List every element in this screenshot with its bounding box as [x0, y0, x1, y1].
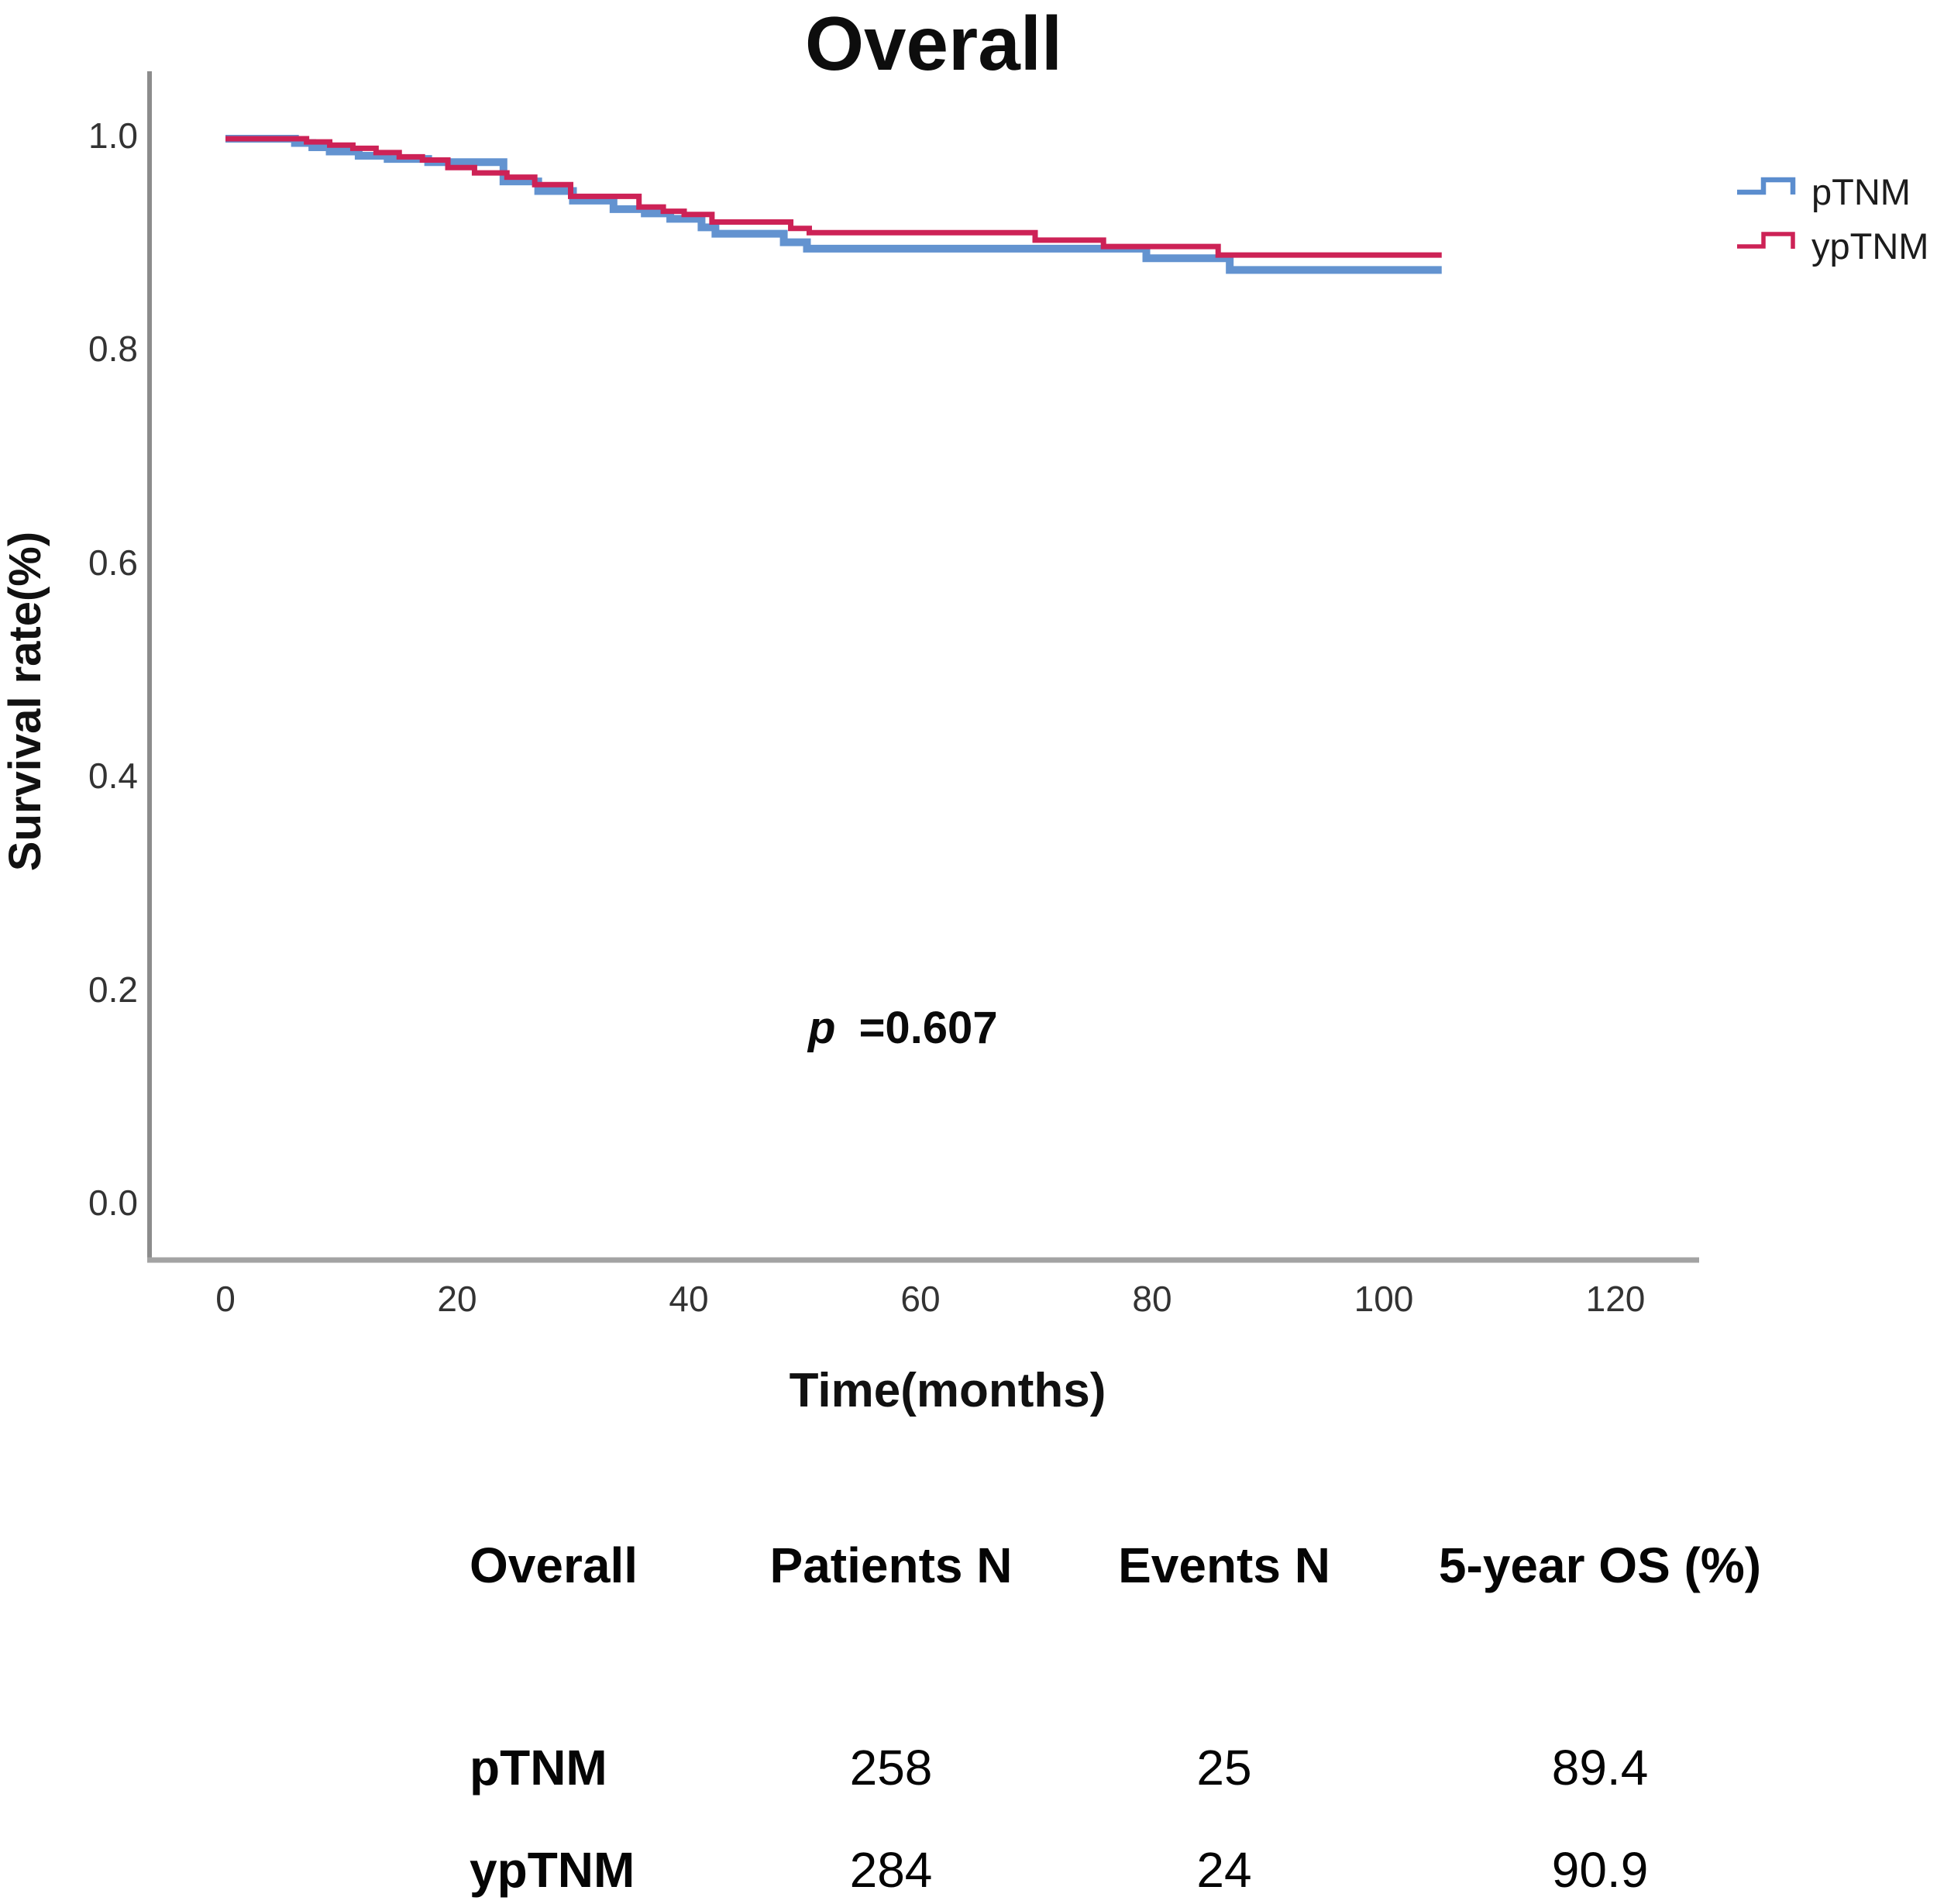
x-tick: 40: [669, 1279, 708, 1319]
x-tick: 80: [1132, 1279, 1171, 1319]
table-header-5yr-os: 5-year OS (%): [1438, 1537, 1762, 1593]
y-tick-labels: 1.0 0.8 0.6 0.4 0.2 0.0: [88, 115, 138, 1223]
x-tick: 100: [1354, 1279, 1414, 1319]
yptnm-events: 24: [1196, 1842, 1252, 1898]
ptnm-patients: 258: [849, 1740, 933, 1796]
km-plot: Overall 1.0 0.8 0.6 0.4 0.2 0.0 0 20 40 …: [0, 1, 1928, 1417]
y-tick: 0.2: [88, 969, 138, 1010]
p-symbol: p: [807, 1003, 835, 1053]
p-value: =0.607: [859, 1003, 998, 1053]
km-curve-ptnm: [225, 135, 1442, 274]
yptnm-5yr-os: 90.9: [1551, 1842, 1649, 1898]
y-tick: 0.6: [88, 542, 138, 583]
yptnm-patients: 284: [849, 1842, 933, 1898]
legend-step-icon-yptnm: [1737, 232, 1795, 249]
y-tick: 0.0: [88, 1183, 138, 1223]
x-axis-title: Time(months): [790, 1364, 1106, 1417]
table-header-events: Events N: [1118, 1537, 1330, 1593]
km-curve-yptnm: [225, 136, 1442, 258]
p-value-annotation: p =0.607: [807, 1003, 998, 1053]
x-tick: 20: [437, 1279, 477, 1319]
legend: pTNM ypTNM: [1737, 171, 1928, 267]
legend-label-yptnm: ypTNM: [1811, 226, 1928, 267]
y-tick: 0.4: [88, 756, 138, 796]
y-axis-title: Survival rate(%): [0, 532, 50, 871]
table-row-ptnm: pTNM 258 25 89.4: [434, 1741, 1821, 1794]
table-row-yptnm: ypTNM 284 24 90.9: [434, 1844, 1821, 1896]
table-header-overall: Overall: [470, 1537, 638, 1593]
legend-step-icon-ptnm: [1737, 177, 1796, 195]
row-label-ptnm: pTNM: [470, 1740, 607, 1796]
x-tick: 0: [215, 1279, 236, 1319]
table-header-row: Overall Patients N Events N 5-year OS (%…: [434, 1539, 1821, 1592]
y-tick: 1.0: [88, 115, 138, 156]
x-tick: 60: [900, 1279, 940, 1319]
chart-title: Overall: [805, 1, 1062, 86]
legend-label-ptnm: pTNM: [1811, 171, 1911, 212]
x-tick-labels: 0 20 40 60 80 100 120: [215, 1279, 1645, 1319]
ptnm-5yr-os: 89.4: [1551, 1740, 1649, 1796]
legend-entry-yptnm: ypTNM: [1737, 226, 1928, 267]
row-label-yptnm: ypTNM: [470, 1842, 635, 1898]
x-tick: 120: [1586, 1279, 1646, 1319]
legend-entry-ptnm: pTNM: [1737, 171, 1911, 212]
y-tick: 0.8: [88, 329, 138, 369]
ptnm-events: 25: [1196, 1740, 1252, 1796]
table-header-patients: Patients N: [769, 1537, 1013, 1593]
